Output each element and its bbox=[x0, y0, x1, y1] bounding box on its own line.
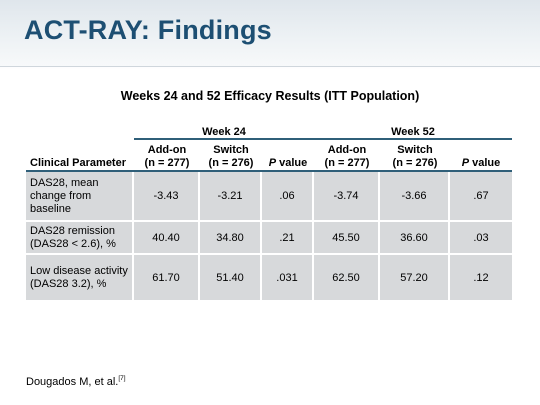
week52-switch-header: Switch (n = 276) bbox=[380, 140, 450, 172]
value-cell: 62.50 bbox=[314, 255, 380, 302]
p-value-word: value bbox=[276, 157, 308, 169]
clinical-parameter-header: Clinical Parameter bbox=[26, 140, 134, 172]
value-cell: 45.50 bbox=[314, 222, 380, 255]
parameter-cell: DAS28 remission (DAS28 < 2.6), % bbox=[26, 222, 134, 255]
switch-label: Switch bbox=[213, 144, 249, 156]
switch-n: (n = 276) bbox=[392, 157, 438, 169]
week-header-row: Week 24 Week 52 bbox=[26, 121, 512, 140]
p-value-word: value bbox=[469, 157, 501, 169]
p-value-cell: .06 bbox=[262, 172, 314, 222]
addon-label: Add-on bbox=[147, 144, 187, 156]
value-cell: -3.74 bbox=[314, 172, 380, 222]
value-cell: 36.60 bbox=[380, 222, 450, 255]
value-cell: 57.20 bbox=[380, 255, 450, 302]
week24-p-value-header: P value bbox=[262, 140, 314, 172]
table-row: DAS28, mean change from baseline -3.43 -… bbox=[26, 172, 512, 222]
switch-label: Switch bbox=[397, 144, 433, 156]
header-blank-cell bbox=[26, 121, 134, 140]
parameter-cell: Low disease activity (DAS28 3.2), % bbox=[26, 255, 134, 302]
value-cell: 51.40 bbox=[200, 255, 262, 302]
switch-n: (n = 276) bbox=[208, 157, 254, 169]
addon-n: (n = 277) bbox=[324, 157, 370, 169]
p-value-cell: .03 bbox=[450, 222, 512, 255]
table-caption: Weeks 24 and 52 Efficacy Results (ITT Po… bbox=[120, 89, 420, 103]
addon-n: (n = 277) bbox=[144, 157, 190, 169]
week-52-header: Week 52 bbox=[314, 121, 512, 140]
value-cell: 40.40 bbox=[134, 222, 200, 255]
title-divider bbox=[0, 66, 540, 67]
citation-text: Dougados M, et al. bbox=[26, 376, 119, 388]
week52-addon-header: Add-on (n = 277) bbox=[314, 140, 380, 172]
value-cell: 61.70 bbox=[134, 255, 200, 302]
table-row: Low disease activity (DAS28 3.2), % 61.7… bbox=[26, 255, 512, 302]
slide-title: ACT-RAY: Findings bbox=[24, 15, 272, 45]
efficacy-results-table: Week 24 Week 52 Clinical Parameter Add-o… bbox=[26, 121, 512, 302]
addon-label: Add-on bbox=[327, 144, 367, 156]
p-value-cell: .031 bbox=[262, 255, 314, 302]
parameter-cell: DAS28, mean change from baseline bbox=[26, 172, 134, 222]
p-value-cell: .67 bbox=[450, 172, 512, 222]
week52-p-value-header: P value bbox=[450, 140, 512, 172]
week24-switch-header: Switch (n = 276) bbox=[200, 140, 262, 172]
value-cell: -3.43 bbox=[134, 172, 200, 222]
p-italic: P bbox=[268, 157, 277, 169]
value-cell: 34.80 bbox=[200, 222, 262, 255]
p-value-cell: .21 bbox=[262, 222, 314, 255]
p-value-cell: .12 bbox=[450, 255, 512, 302]
week24-addon-header: Add-on (n = 277) bbox=[134, 140, 200, 172]
citation-reference: [7] bbox=[118, 375, 126, 382]
p-italic: P bbox=[461, 157, 470, 169]
citation-footnote: Dougados M, et al.[7] bbox=[26, 375, 126, 388]
week-24-header: Week 24 bbox=[134, 121, 314, 140]
value-cell: -3.66 bbox=[380, 172, 450, 222]
table-row: DAS28 remission (DAS28 < 2.6), % 40.40 3… bbox=[26, 222, 512, 255]
column-header-row: Clinical Parameter Add-on (n = 277) Swit… bbox=[26, 140, 512, 172]
title-band bbox=[0, 0, 540, 66]
value-cell: -3.21 bbox=[200, 172, 262, 222]
